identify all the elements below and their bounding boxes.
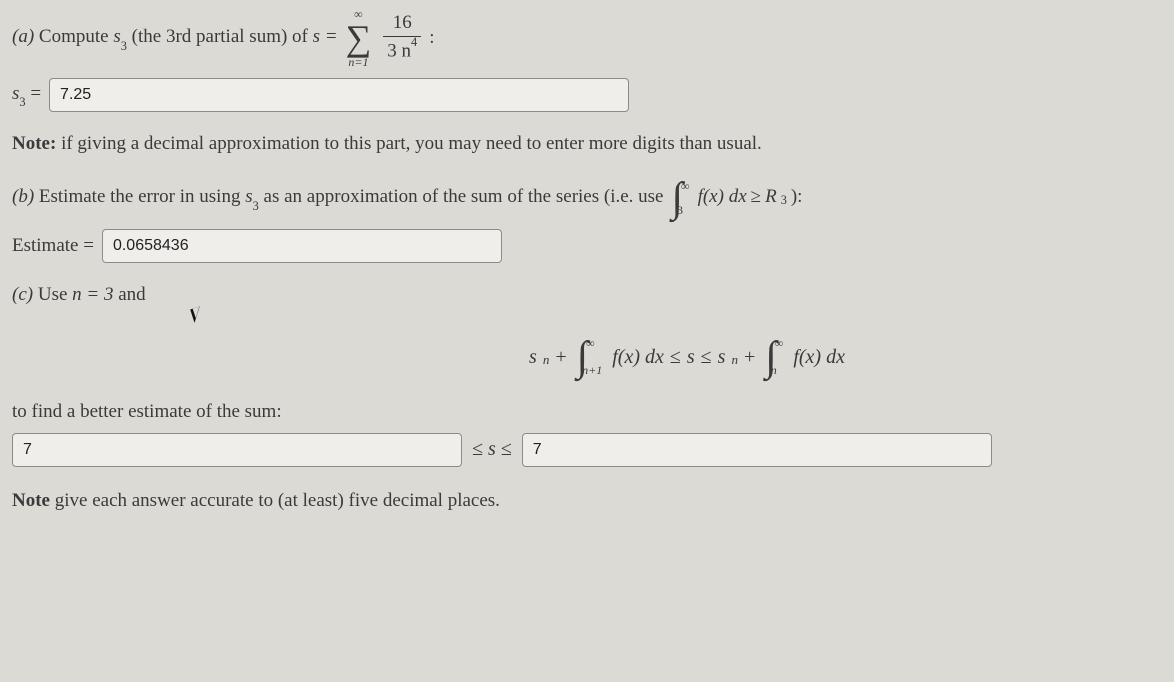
part-c-range-row: ≤ s ≤: [12, 433, 1162, 467]
s3-label: s3 =: [12, 83, 41, 108]
part-a-var: s: [113, 26, 120, 47]
part-a-eq: s =: [313, 26, 338, 47]
part-b-answer-row: Estimate =: [12, 229, 1162, 263]
part-a: (a) Compute s3 (the 3rd partial sum) of …: [12, 8, 1162, 112]
estimate-label: Estimate =: [12, 235, 94, 257]
fraction: 16 3 n4: [383, 13, 421, 62]
sigma-icon: ∞ ∑ n=1: [346, 8, 372, 68]
part-c: (c) Use n = 3 and sn + ∫ ∞ n+1 f(x) dx ≤…: [12, 281, 1162, 467]
part-a-text-2: (the 3rd partial sum) of: [132, 26, 313, 47]
cursor-icon: [192, 307, 1162, 332]
part-c-label: (c): [12, 284, 33, 305]
part-c-prompt: (c) Use n = 3 and: [12, 281, 1162, 310]
part-a-answer-row: s3 =: [12, 78, 1162, 112]
part-a-text-1: Compute: [39, 26, 113, 47]
range-middle: ≤ s ≤: [472, 438, 512, 461]
part-b: (b) Estimate the error in using s3 as an…: [12, 177, 1162, 263]
part-b-prompt: (b) Estimate the error in using s3 as an…: [12, 177, 1162, 219]
integral-icon: ∫ ∞ n: [765, 336, 783, 378]
note-2: Note give each answer accurate to (at le…: [12, 487, 1162, 516]
estimate-input[interactable]: [102, 229, 502, 263]
part-a-label: (a): [12, 26, 34, 47]
part-b-label: (b): [12, 186, 34, 207]
s3-input[interactable]: [49, 78, 629, 112]
part-c-after: to find a better estimate of the sum:: [12, 398, 1162, 427]
note-1: Note: if giving a decimal approximation …: [12, 130, 1162, 159]
part-a-prompt: (a) Compute s3 (the 3rd partial sum) of …: [12, 8, 1162, 68]
integral-icon: ∫ ∞ 3: [672, 177, 690, 219]
upper-bound-input[interactable]: [522, 433, 992, 467]
colon: :: [429, 24, 434, 53]
part-c-inequality: sn + ∫ ∞ n+1 f(x) dx ≤ s ≤ sn + ∫ ∞ n f(…: [12, 336, 1162, 378]
lower-bound-input[interactable]: [12, 433, 462, 467]
integral-icon: ∫ ∞ n+1: [577, 336, 603, 378]
part-a-sub: 3: [121, 39, 127, 53]
